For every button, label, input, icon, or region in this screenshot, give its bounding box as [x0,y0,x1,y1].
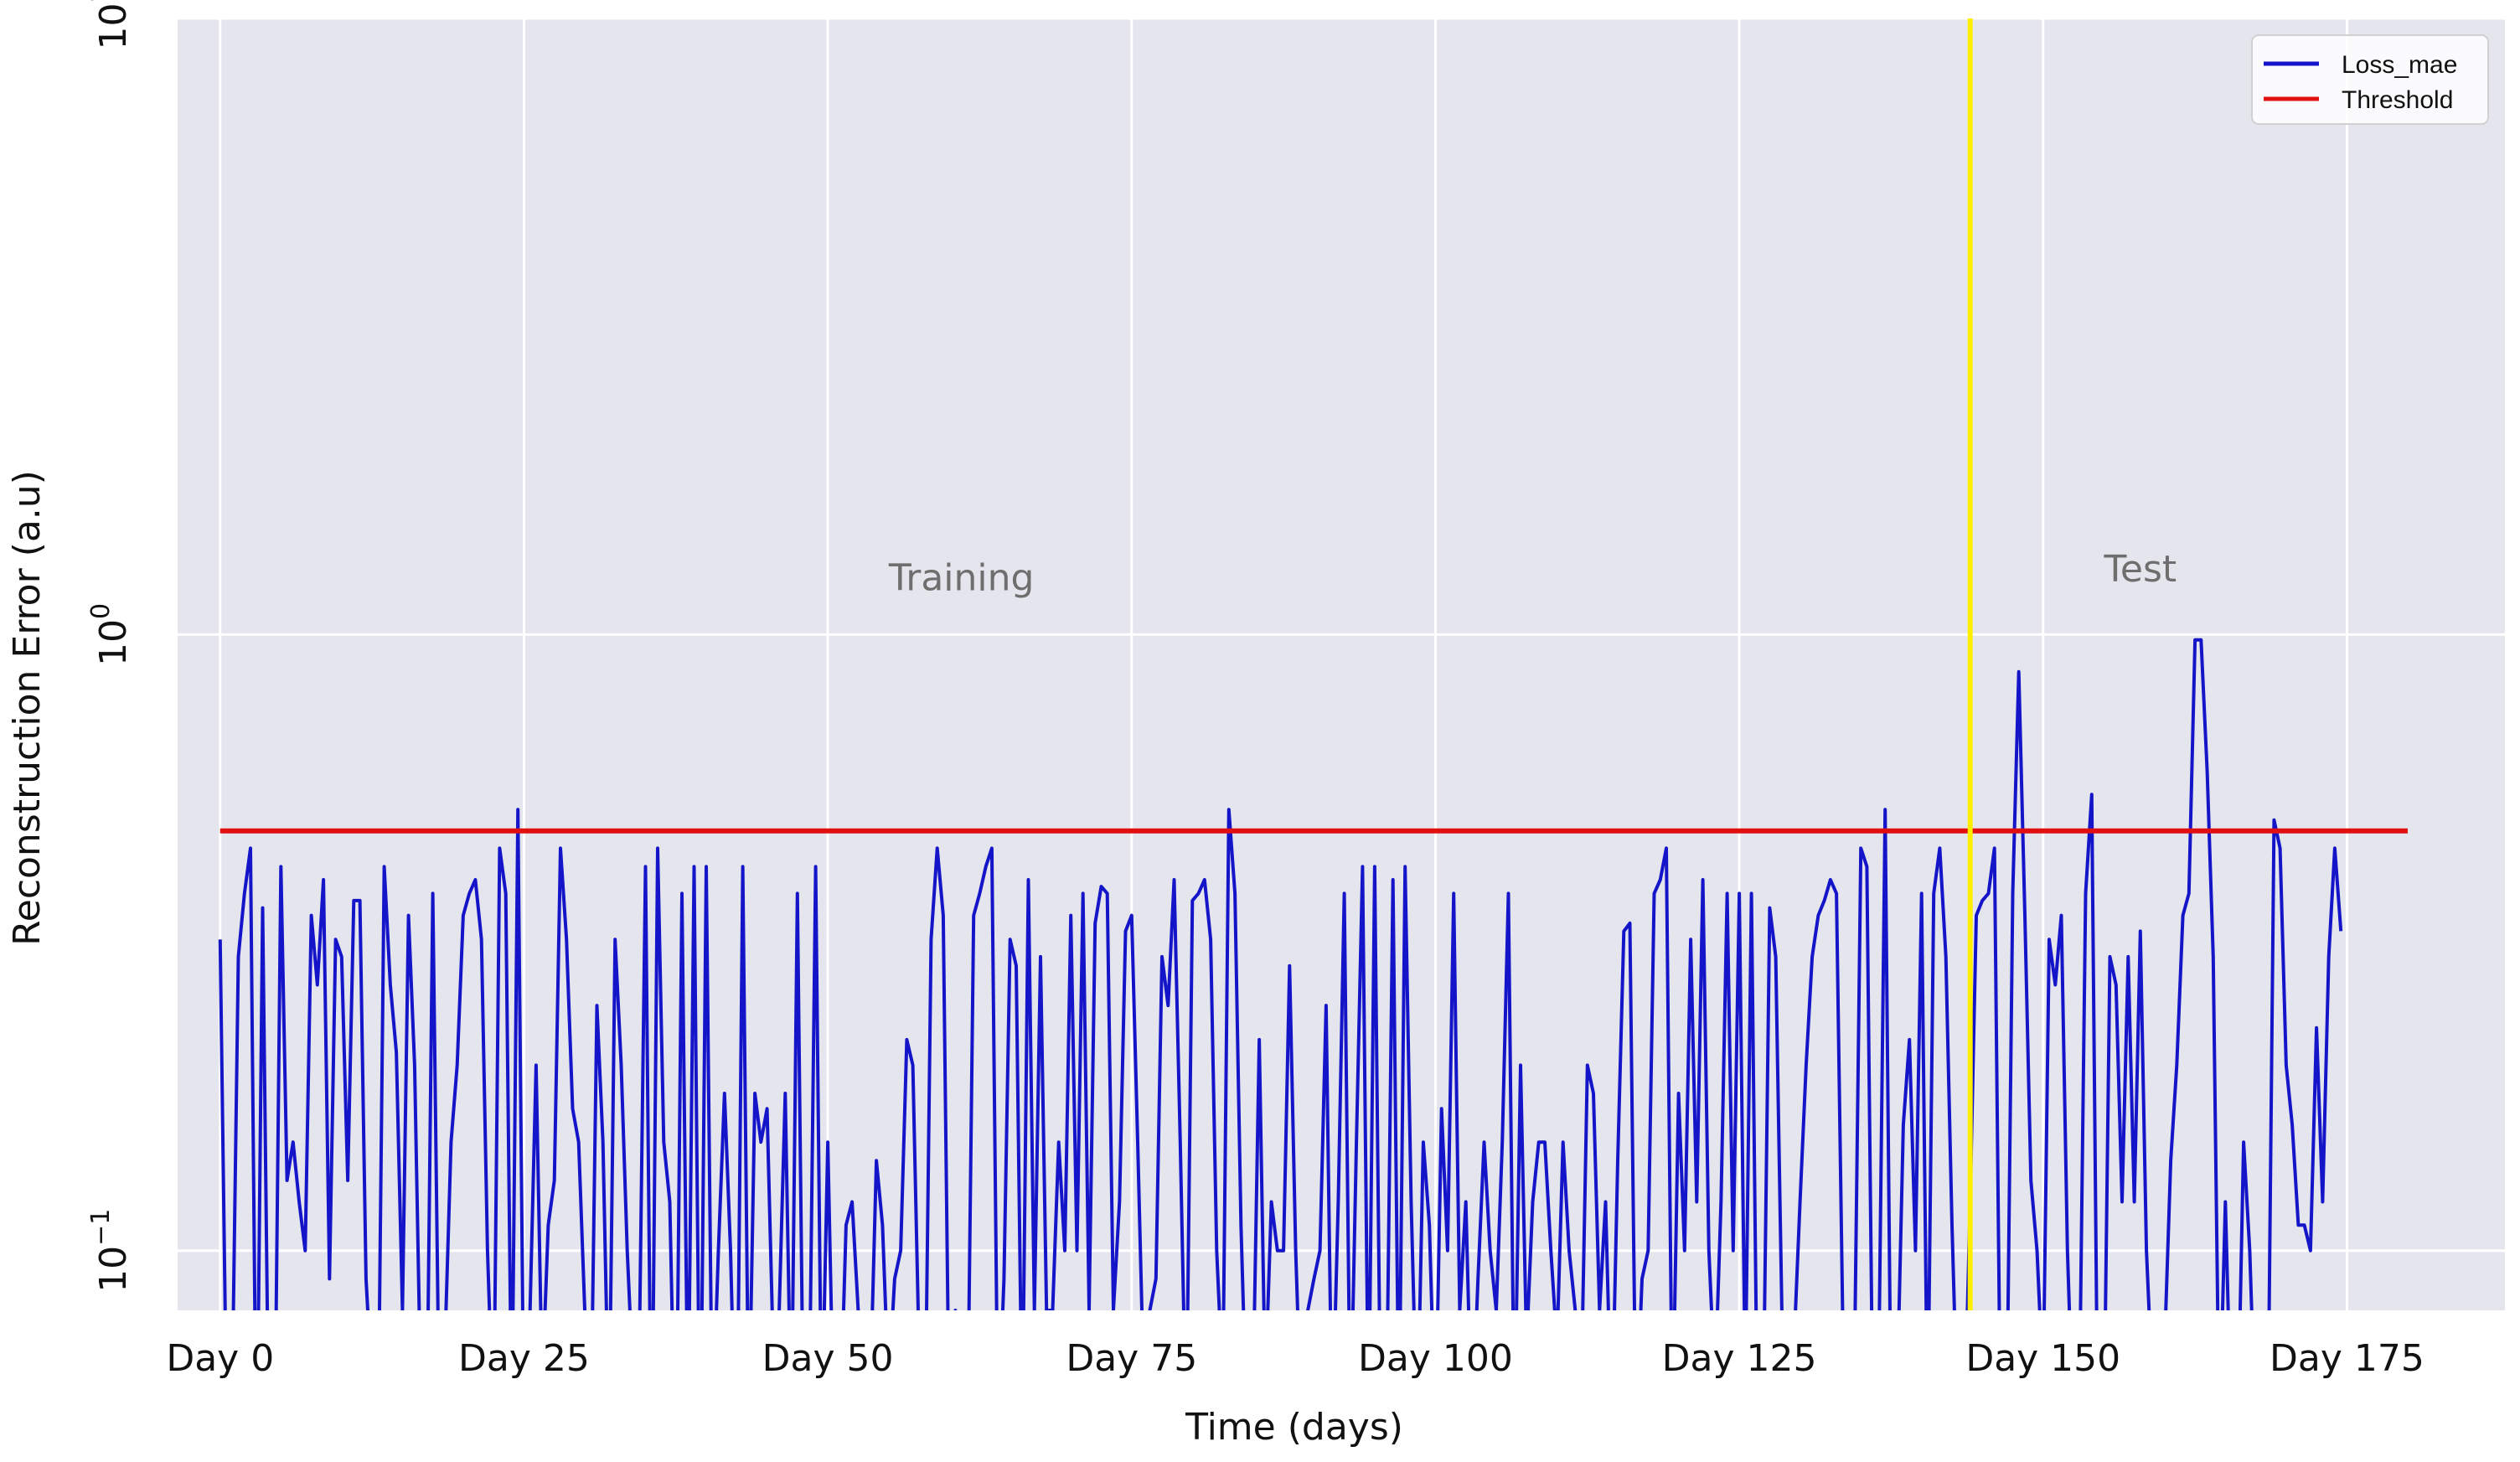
x-tick-label: Day 125 [1662,1337,1817,1380]
x-tick-label: Day 100 [1358,1337,1513,1380]
x-tick-label: Day 25 [458,1337,590,1380]
region-label: Training [888,557,1035,600]
legend: Loss_mae Threshold [2251,34,2489,125]
y-tick-label: 10−1 [86,1209,135,1293]
tick-labels: Day 0 Day 25 Day 50 Day 75 Day 100 Day 125 Day… [86,0,2424,1380]
svg-text:100: 100 [86,603,135,666]
svg-text:10−1: 10−1 [86,1209,135,1293]
y-tick-label: 101 [86,0,135,50]
legend-label: Loss_mae [2342,51,2457,79]
legend-label: Threshold [2342,86,2453,114]
svg-text:101: 101 [86,0,135,50]
grid [178,17,2505,1310]
x-tick-label: Day 0 [166,1337,274,1380]
x-tick-label: Day 50 [762,1337,894,1380]
x-tick-label: Day 150 [1965,1337,2120,1380]
series-line-loss-mae [218,638,2343,1310]
x-tick-label: Day 175 [2270,1337,2424,1380]
region-label: Test [2103,548,2177,591]
region-annotations: Training Test [888,548,2177,600]
x-tick-label: Day 75 [1066,1337,1197,1380]
plot-area [218,18,2408,1310]
y-tick-label: 100 [86,603,135,666]
y-axis-title: Reconstruction Error (a.u) [6,470,49,946]
legend-box [2251,34,2489,125]
x-axis-title: Time (days) [1185,1406,1403,1449]
